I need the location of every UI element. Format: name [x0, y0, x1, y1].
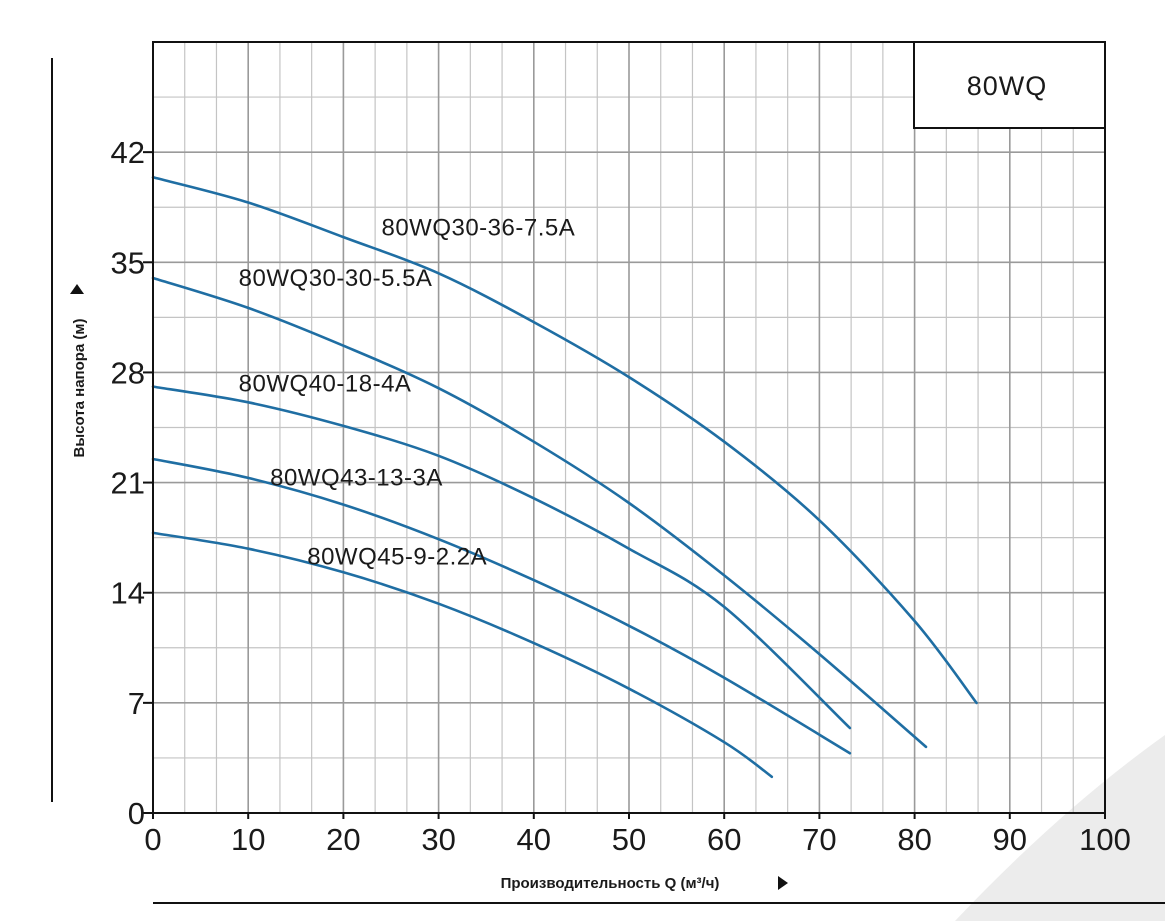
y-axis-arrow-icon	[70, 284, 84, 294]
y-tick-labels: 0 7 14 21 28 35 42	[111, 135, 145, 831]
curve-80wq45-9-2.2a	[151, 531, 774, 779]
series-label: 80WQ43-13-3A	[270, 465, 443, 492]
x-tick-label: 0	[144, 822, 161, 857]
x-tick-label: 80	[897, 822, 931, 857]
y-tick-label: 42	[111, 135, 145, 170]
curve-80wq30-30-5.5a	[151, 276, 928, 749]
y-tick-label: 14	[111, 576, 145, 611]
series-labels: 80WQ30-36-7.5A 80WQ30-30-5.5A 80WQ40-18-4A…	[239, 215, 575, 571]
series-label: 80WQ30-30-5.5A	[239, 265, 433, 292]
chart-title-box: 80WQ	[913, 41, 1106, 129]
x-tick-label: 30	[421, 822, 455, 857]
watermark-swoosh	[955, 735, 1165, 921]
x-axis-arrow-icon	[778, 876, 788, 890]
x-tick-label: 20	[326, 822, 360, 857]
x-tick-label: 90	[993, 822, 1027, 857]
x-tick-label: 50	[612, 822, 646, 857]
series-label: 80WQ45-9-2.2A	[307, 543, 487, 570]
y-tick-label: 21	[111, 466, 145, 501]
y-tick-label: 0	[128, 796, 145, 831]
x-tick-label: 60	[707, 822, 741, 857]
curve-80wq40-18-4a	[151, 385, 852, 730]
y-tick-label: 28	[111, 355, 145, 390]
series-label: 80WQ30-36-7.5A	[381, 215, 575, 242]
pump-curves	[151, 176, 978, 779]
y-tick-label: 35	[111, 245, 145, 280]
curve-80wq30-36-7.5a	[151, 176, 978, 705]
axis-ticks	[143, 151, 1106, 819]
major-grid	[153, 42, 1105, 813]
curve-80wq43-13-3a	[151, 457, 852, 755]
x-tick-label: 70	[802, 822, 836, 857]
x-axis-title: Производительность Q (м³/ч)	[501, 875, 720, 892]
x-tick-label: 100	[1079, 822, 1131, 857]
x-tick-label: 10	[231, 822, 265, 857]
chart-title: 80WQ	[967, 71, 1048, 101]
y-tick-label: 7	[128, 686, 145, 721]
x-tick-labels: 0 10 20 30 40 50 60 70 80 90 100	[144, 822, 1130, 857]
y-axis-title: Высота напора (м)	[71, 318, 88, 457]
series-label: 80WQ40-18-4A	[239, 370, 412, 397]
x-tick-label: 40	[517, 822, 551, 857]
